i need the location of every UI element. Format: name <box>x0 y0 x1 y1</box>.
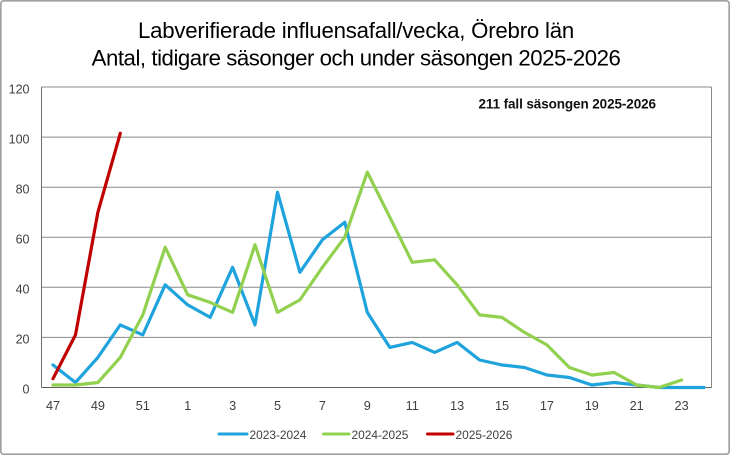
svg-text:3: 3 <box>229 399 236 413</box>
svg-text:80: 80 <box>16 182 30 196</box>
svg-text:17: 17 <box>540 399 554 413</box>
svg-text:100: 100 <box>9 132 30 146</box>
svg-text:47: 47 <box>46 399 60 413</box>
svg-text:11: 11 <box>406 399 419 413</box>
svg-text:211 fall säsongen 2025-2026: 211 fall säsongen 2025-2026 <box>479 97 657 112</box>
svg-text:49: 49 <box>91 399 105 413</box>
svg-text:21: 21 <box>630 399 644 413</box>
svg-text:23: 23 <box>675 399 689 413</box>
svg-text:19: 19 <box>585 399 599 413</box>
svg-text:2025-2026: 2025-2026 <box>456 428 513 442</box>
svg-text:60: 60 <box>16 233 30 247</box>
svg-text:5: 5 <box>274 399 281 413</box>
svg-text:20: 20 <box>16 333 30 347</box>
svg-text:40: 40 <box>16 283 30 297</box>
svg-text:120: 120 <box>9 82 30 96</box>
svg-text:Antal, tidigare säsonger och u: Antal, tidigare säsonger och under säson… <box>92 46 621 71</box>
svg-text:51: 51 <box>136 399 150 413</box>
svg-text:7: 7 <box>319 399 326 413</box>
svg-text:Labverifierade influensafall/v: Labverifierade influensafall/vecka, Öreb… <box>138 18 574 43</box>
svg-text:0: 0 <box>23 383 30 397</box>
svg-text:9: 9 <box>364 399 371 413</box>
svg-text:1: 1 <box>184 399 191 413</box>
svg-text:13: 13 <box>450 399 464 413</box>
svg-text:15: 15 <box>495 399 509 413</box>
svg-text:2023-2024: 2023-2024 <box>250 428 307 442</box>
svg-text:2024-2025: 2024-2025 <box>352 428 409 442</box>
